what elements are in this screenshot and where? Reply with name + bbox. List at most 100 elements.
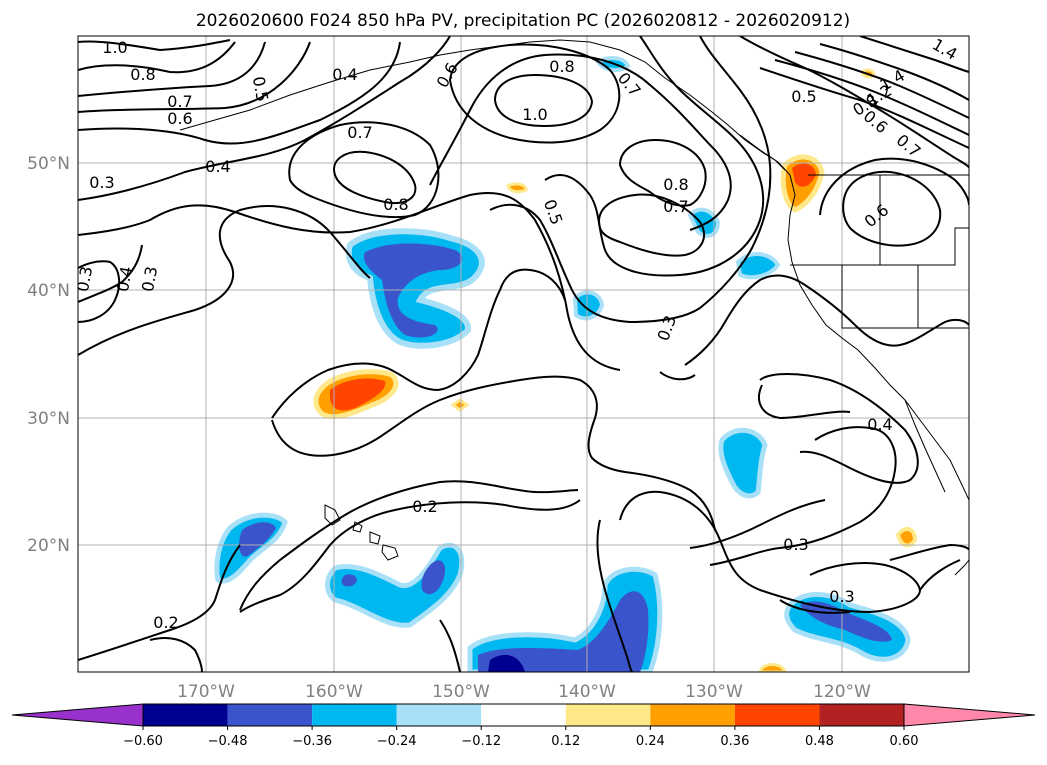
contour-line-25 (819, 43, 969, 101)
precipitation-fills (214, 56, 918, 672)
precip-region-south-hawaii (325, 542, 465, 628)
colorbar-segment (819, 704, 904, 726)
x-tick-label: 160°W (305, 682, 363, 702)
y-tick-label: 30°N (27, 409, 70, 429)
contour-label-22: 0.2 (412, 497, 437, 516)
contour-line-24 (794, 51, 969, 119)
precip-core-california-offshore (800, 601, 892, 642)
x-tick-label: 130°W (685, 682, 743, 702)
x-tick-label: 150°W (432, 682, 490, 702)
precip-region-small-positive-1 (506, 182, 528, 194)
contour-line-34 (239, 480, 579, 611)
contour-label-8: 0.7 (347, 123, 372, 142)
contour-line-16 (618, 138, 707, 207)
contour-label-4: 0.6 (167, 109, 192, 128)
coastline-hawaii-2 (352, 521, 363, 533)
contour-labels: 1.0 0.8 0.7 0.6 0.4 0.5 0.3 0.7 0.8 0.4 … (73, 36, 961, 632)
boundary-border-2 (790, 227, 969, 266)
contour-line-49 (149, 637, 203, 672)
contour-label-33: 0.5 (791, 87, 816, 106)
contour-line-22 (759, 67, 969, 149)
precip-core-darkest (488, 654, 525, 672)
precip-region-small-positive-3 (895, 527, 918, 548)
contour-line-40 (624, 471, 716, 531)
precip-region-small-positive-4 (758, 663, 787, 672)
contour-line-39 (271, 375, 626, 473)
colorbar-segment (565, 704, 651, 726)
x-tick-label: 140°W (558, 682, 616, 702)
contour-line-36 (504, 499, 581, 511)
y-tick-label: 50°N (27, 154, 70, 174)
y-tick-label: 40°N (27, 281, 70, 301)
colorbar: −0.60 −0.48 −0.36 −0.24 −0.12 0.12 0.24 0.36 0.4… (11, 703, 1036, 749)
x-tick-label: 170°W (177, 682, 235, 702)
colorbar-tick-label: 0.36 (720, 734, 749, 749)
contour-label-2: 0.8 (130, 65, 155, 84)
precip-core-ne-pacific (363, 243, 463, 338)
contour-label-17: 0.7 (663, 197, 688, 216)
contour-line-48 (439, 619, 461, 672)
x-axis-ticks: 170°W 160°W 150°W 140°W 130°W 120°W (177, 682, 871, 702)
contour-line-12 (333, 150, 417, 204)
contour-line-11 (288, 121, 440, 219)
coastline-mexico (954, 559, 969, 576)
contour-line-15 (429, 53, 732, 231)
coastline-baja (904, 399, 946, 493)
colorbar-segment (312, 704, 397, 726)
contour-label-23: 0.2 (153, 613, 178, 632)
boundary-border-3 (841, 265, 969, 329)
contour-label-18: 0.3 (73, 265, 96, 293)
contour-line-5 (78, 41, 401, 145)
contour-label-9: 0.8 (383, 195, 408, 214)
colorbar-tick-label: 0.24 (636, 734, 665, 749)
chart-title: 2026020600 F024 850 hPa PV, precipitatio… (196, 11, 850, 31)
coastline-west-coast (777, 161, 969, 501)
y-axis-ticks: 50°N 40°N 30°N 20°N (27, 154, 70, 556)
map-background (78, 36, 969, 672)
contour-label-1: 1.0 (102, 38, 127, 57)
contour-label-6: 0.5 (249, 75, 272, 103)
colorbar-segment (227, 704, 313, 726)
contour-line-20 (842, 170, 942, 247)
contour-line-30 (709, 426, 897, 566)
colorbar-tick-label: 0.48 (805, 734, 834, 749)
contour-line-32 (619, 490, 922, 614)
contour-line-41 (499, 268, 566, 301)
precip-core-pnw-positive (792, 163, 816, 187)
contour-line-13 (448, 43, 621, 144)
colorbar-segment (143, 704, 228, 726)
coastline-hawaii-4 (381, 544, 399, 561)
contour-line-27 (739, 36, 969, 169)
contour-line-43 (684, 274, 856, 366)
contour-line-38 (271, 289, 501, 419)
colorbar-segment (396, 704, 482, 726)
colorbar-tick-label: −0.60 (123, 734, 163, 749)
contour-line-4 (78, 41, 311, 113)
coastline-hawaii-1 (324, 504, 341, 526)
contour-label-14: 0.8 (663, 175, 688, 194)
contour-line-1 (78, 39, 231, 52)
contour-line-44 (854, 318, 969, 347)
contour-label-24: 0.4 (867, 415, 892, 434)
colorbar-extend-max (903, 703, 1036, 727)
coastline-hawaii-3 (369, 531, 381, 545)
contour-label-26: 0.3 (829, 587, 854, 606)
colorbar-tick-label: −0.36 (292, 734, 332, 749)
contour-line-14 (493, 73, 594, 128)
coastline-vancouver (739, 134, 786, 171)
contour-label-7: 0.3 (89, 173, 114, 192)
colorbar-segment (734, 704, 820, 726)
pv-contours (78, 36, 969, 672)
contour-label-11: 0.8 (549, 57, 574, 76)
contour-line-8 (78, 260, 121, 323)
contour-line-26 (859, 36, 969, 73)
map-area: 1.0 0.8 0.7 0.6 0.4 0.5 0.3 0.7 0.8 0.4 … (73, 36, 969, 672)
contour-line-6 (78, 36, 451, 201)
precip-core-south-hawaii (341, 560, 446, 595)
contour-label-19: 0.4 (113, 265, 136, 293)
coastline-alaska (179, 39, 779, 163)
contour-line-47 (889, 543, 969, 561)
colorbar-segment (481, 704, 566, 726)
contour-line-42 (596, 519, 633, 672)
